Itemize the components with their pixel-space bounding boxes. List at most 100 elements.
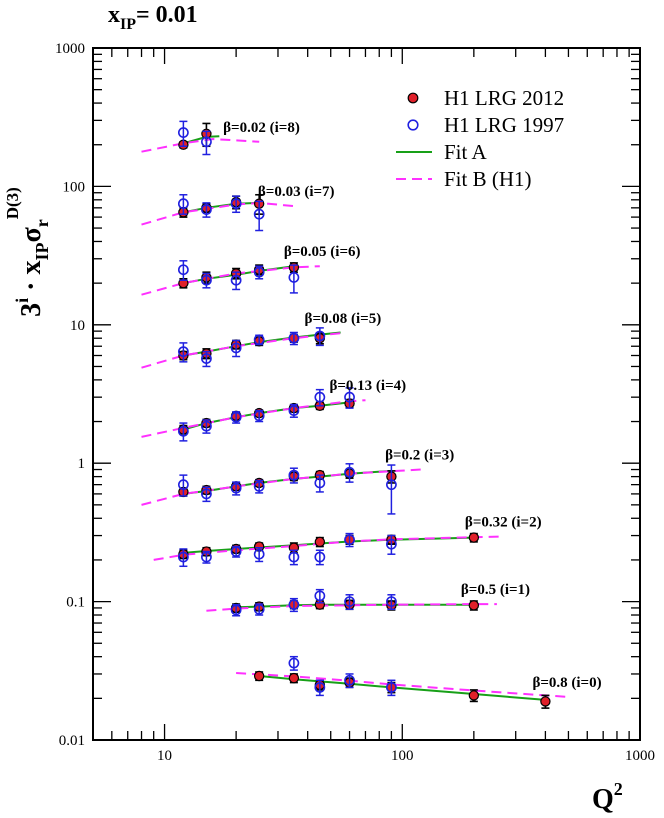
h1-1997-point	[230, 482, 242, 494]
ylabel-sup2: D(3)	[3, 187, 22, 219]
h1-2012-point	[314, 536, 326, 548]
h1-2012-point	[540, 696, 551, 707]
h1-1997-point	[344, 596, 355, 607]
h1-1997-point	[288, 599, 300, 611]
h1-1997-point	[230, 546, 242, 557]
series-label: β=0.2 (i=3)	[385, 448, 454, 464]
h1-1997-point	[230, 198, 242, 210]
series-label: β=0.5 (i=1)	[461, 582, 530, 598]
y-tick-label: 10	[70, 318, 85, 334]
h1-1997-point	[288, 272, 300, 283]
h1-1997-point	[386, 596, 397, 607]
fit-b-line	[236, 672, 569, 698]
x-axis-title: Q2	[592, 779, 623, 815]
h1-2012-point	[288, 672, 300, 684]
h1-1997-point	[253, 266, 265, 278]
h1-1997-point	[201, 353, 212, 364]
h1-1997-point	[230, 342, 242, 354]
h1-1997-point	[253, 480, 265, 492]
h1-1997-point	[288, 469, 300, 481]
h1-2012-point	[253, 670, 265, 682]
h1-1997-point	[253, 334, 265, 346]
x-tick-label: 100	[391, 748, 414, 764]
y-tick-label: 1	[78, 456, 86, 472]
ylabel-sub1: IP	[32, 242, 52, 260]
legend-label: H1 LRG 1997	[444, 113, 564, 137]
legend-marker-h1-2012	[407, 92, 419, 104]
h1-1997-point	[314, 590, 326, 602]
h1-1997-point	[201, 204, 212, 215]
h1-1997-point	[230, 604, 242, 616]
h1-1997-point	[344, 466, 355, 478]
xlabel-sup: 2	[614, 779, 623, 799]
h1-1997-point	[314, 330, 326, 342]
series-label: β=0.02 (i=8)	[223, 120, 300, 136]
h1-1997-point	[386, 479, 397, 491]
legend: H1 LRG 2012 H1 LRG 1997 Fit A Fit B (H1)	[396, 86, 564, 191]
h1-1997-point	[177, 479, 189, 491]
y-tick-label: 0.1	[66, 595, 85, 611]
y-tick-label: 1000	[55, 41, 85, 57]
legend-label: H1 LRG 2012	[444, 86, 564, 110]
h1-1997-point	[253, 410, 265, 422]
top-label-sub: IP	[120, 16, 136, 33]
h1-1997-point	[344, 534, 355, 546]
series-label: β=0.13 (i=4)	[329, 378, 406, 394]
h1-1997-point	[177, 425, 189, 437]
h1-1997-point	[288, 657, 300, 669]
svg-text:3i · xIPσrD(3): 3i · xIPσr D(3)	[3, 187, 52, 317]
h1-1997-point	[201, 136, 212, 148]
h1-1997-point	[314, 477, 326, 489]
fit-b-line	[141, 137, 260, 153]
top-label-main: x	[108, 2, 120, 28]
h1-1997-point	[344, 391, 355, 403]
series-label: β=0.08 (i=5)	[305, 311, 382, 327]
h1-1997-point	[177, 551, 189, 563]
ylabel-prefix: 3	[16, 303, 47, 317]
fit-b-line	[141, 332, 341, 369]
plot-frame	[92, 47, 641, 741]
ylabel-sub2: r	[32, 219, 52, 227]
h1-1997-point	[230, 411, 242, 423]
legend-label: Fit B (H1)	[444, 167, 532, 191]
h1-1997-point	[288, 405, 300, 416]
y-axis-title: 3i · xIPσr D(3)	[3, 187, 52, 317]
series-label: β=0.05 (i=6)	[284, 244, 361, 260]
h1-1997-point	[314, 551, 326, 563]
h1-1997-point	[201, 488, 212, 500]
xlabel-base: Q	[592, 784, 614, 815]
h1-1997-point	[177, 198, 189, 210]
h1-1997-point	[177, 127, 189, 138]
top-label: xIP= 0.01	[108, 2, 198, 33]
h1-1997-point	[288, 332, 300, 344]
h1-1997-point	[177, 264, 189, 276]
y-tick-label: 0.01	[59, 733, 85, 749]
h1-1997-point	[201, 551, 212, 563]
legend-marker-h1-1997	[407, 119, 419, 131]
h1-1997-point	[201, 274, 212, 286]
h1-1997-point	[253, 548, 265, 560]
fit-a-line	[183, 469, 392, 495]
legend-label: Fit A	[444, 140, 487, 164]
x-tick-label: 10	[157, 748, 172, 764]
series-label: β=0.8 (i=0)	[532, 675, 601, 691]
h1-1997-point	[314, 681, 326, 693]
h1-2012-point	[468, 532, 480, 543]
h1-1997-point	[253, 208, 265, 220]
h1-1997-point	[344, 674, 355, 686]
y-tick-label: 100	[63, 179, 86, 195]
ylabel-sigma: σ	[16, 226, 47, 242]
fit-a-line	[259, 675, 546, 701]
h1-2012-point	[468, 600, 480, 611]
h1-1997-point	[386, 538, 397, 550]
h1-1997-point	[177, 346, 189, 358]
h1-1997-point	[386, 681, 397, 693]
h1-1997-point	[230, 274, 242, 286]
h1-1997-point	[314, 391, 326, 403]
series-label: β=0.32 (i=2)	[465, 515, 542, 531]
fit-b-line	[141, 399, 366, 438]
ylabel-dot: · x	[16, 260, 47, 297]
h1-1997-point	[201, 420, 212, 432]
x-tick-label: 1000	[625, 748, 655, 764]
